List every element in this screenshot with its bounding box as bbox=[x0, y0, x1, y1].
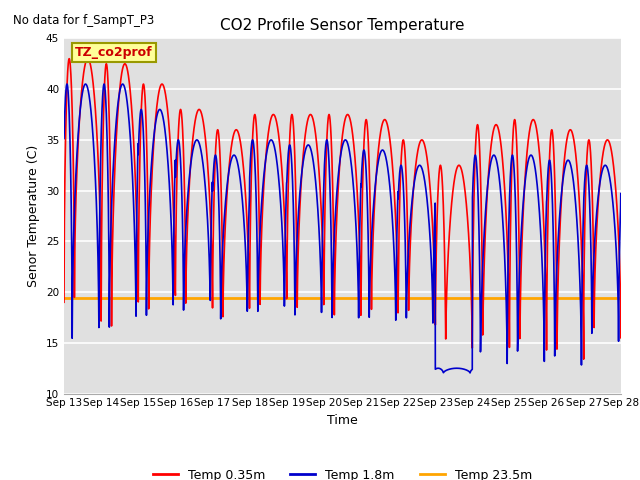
X-axis label: Time: Time bbox=[327, 414, 358, 427]
Text: No data for f_SampT_P3: No data for f_SampT_P3 bbox=[13, 14, 154, 27]
Legend: Temp 0.35m, Temp 1.8m, Temp 23.5m: Temp 0.35m, Temp 1.8m, Temp 23.5m bbox=[148, 464, 537, 480]
Y-axis label: Senor Temperature (C): Senor Temperature (C) bbox=[28, 145, 40, 287]
Title: CO2 Profile Sensor Temperature: CO2 Profile Sensor Temperature bbox=[220, 18, 465, 33]
Text: TZ_co2prof: TZ_co2prof bbox=[75, 46, 153, 59]
